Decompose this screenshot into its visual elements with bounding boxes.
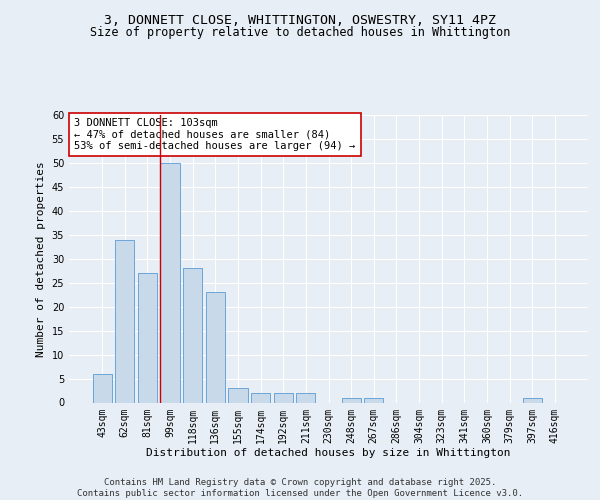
Text: Size of property relative to detached houses in Whittington: Size of property relative to detached ho…	[90, 26, 510, 39]
Text: 3 DONNETT CLOSE: 103sqm
← 47% of detached houses are smaller (84)
53% of semi-de: 3 DONNETT CLOSE: 103sqm ← 47% of detache…	[74, 118, 355, 151]
Bar	[364, 398, 383, 402]
Bar	[160, 163, 180, 402]
Bar	[341, 398, 361, 402]
Bar	[92, 374, 112, 402]
Bar	[138, 273, 157, 402]
Bar	[183, 268, 202, 402]
Bar	[296, 393, 316, 402]
Bar	[251, 393, 270, 402]
Text: 3, DONNETT CLOSE, WHITTINGTON, OSWESTRY, SY11 4PZ: 3, DONNETT CLOSE, WHITTINGTON, OSWESTRY,…	[104, 14, 496, 27]
Y-axis label: Number of detached properties: Number of detached properties	[36, 161, 46, 356]
Bar	[523, 398, 542, 402]
Bar	[115, 240, 134, 402]
Bar	[206, 292, 225, 403]
X-axis label: Distribution of detached houses by size in Whittington: Distribution of detached houses by size …	[146, 448, 511, 458]
Bar	[274, 393, 293, 402]
Bar	[229, 388, 248, 402]
Text: Contains HM Land Registry data © Crown copyright and database right 2025.
Contai: Contains HM Land Registry data © Crown c…	[77, 478, 523, 498]
